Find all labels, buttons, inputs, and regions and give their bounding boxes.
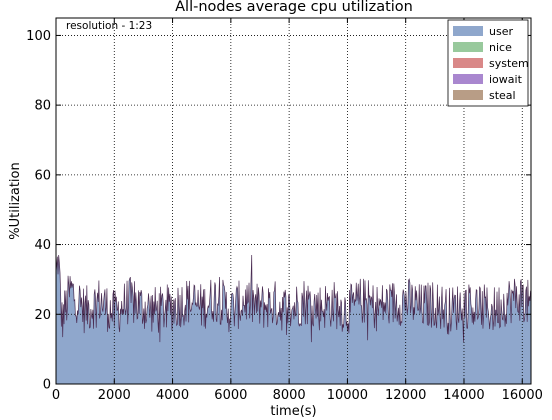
y-axis-label: %Utilization [8,162,23,240]
x-tick-label: 6000 [214,388,247,403]
legend-label-iowait: iowait [489,73,523,86]
legend-swatch-nice [453,42,483,52]
x-axis-label: time(s) [270,404,316,419]
legend-label-system: system [489,57,529,70]
chart-title: All-nodes average cpu utilization [175,0,413,15]
y-tick-label: 40 [34,238,51,253]
x-tick-label: 12000 [385,388,426,403]
legend-swatch-user [453,26,483,36]
x-tick-label: 8000 [273,388,306,403]
resolution-annotation: resolution - 1:23 [66,20,152,32]
y-tick-label: 60 [34,168,51,183]
x-tick-label: 16000 [502,388,543,403]
y-tick-label: 100 [26,29,51,44]
plot-area [55,254,531,384]
y-tick-label: 80 [34,99,51,114]
x-tick-label: 14000 [443,388,484,403]
legend-swatch-system [453,58,483,68]
series-user-area [56,255,531,384]
axis-ticks: 0 2000 4000 6000 8000 10000 12000 14000 16000 0 20… [26,18,543,403]
legend-label-nice: nice [489,41,512,54]
legend-swatch-steal [453,90,483,100]
series-envelope-line [55,254,531,343]
legend-label-user: user [489,25,513,38]
x-tick-label: 10000 [327,388,368,403]
y-tick-label: 0 [43,378,51,393]
legend: user nice system iowait steal [447,19,529,107]
x-tick-label: 2000 [98,388,131,403]
legend-swatch-iowait [453,74,483,84]
y-tick-label: 20 [34,308,51,323]
plot-frame [55,17,532,385]
x-tick-label: 0 [52,388,60,403]
legend-label-steal: steal [489,89,516,102]
x-tick-label: 4000 [156,388,189,403]
